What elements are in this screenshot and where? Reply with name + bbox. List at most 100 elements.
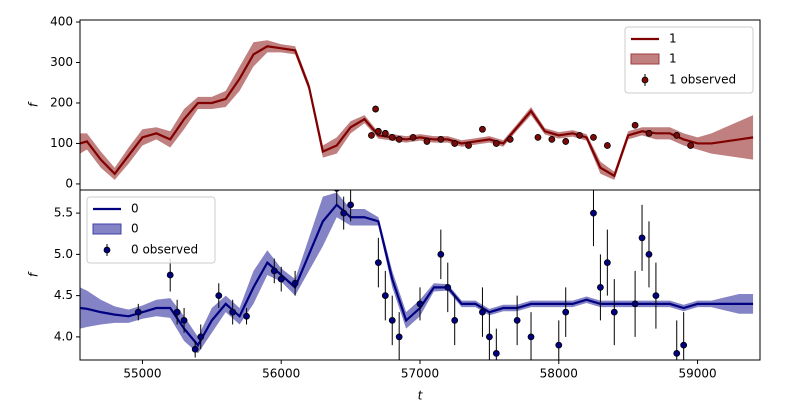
x-tick-label: 55000 [123, 367, 161, 381]
observed-point [548, 136, 556, 143]
legend-label: 0 observed [131, 243, 198, 257]
observed-point [374, 259, 382, 267]
observed-point [180, 316, 188, 324]
observed-point [513, 316, 521, 324]
observed-point [423, 138, 431, 145]
observed-point [388, 133, 396, 141]
observed-point [388, 316, 396, 324]
legend-box [624, 26, 754, 94]
observed-point [340, 209, 348, 217]
observed-point [437, 136, 445, 143]
legend-label: 1 [669, 52, 677, 66]
y-tick-label: 400 [50, 15, 73, 29]
legend: 0 0 0 observed [86, 196, 216, 264]
y-tick-label: 4.5 [54, 288, 73, 302]
observed-point [229, 308, 237, 316]
y-tick-label: 300 [50, 55, 73, 69]
observed-point [590, 209, 597, 217]
x-axis-label: t [418, 389, 424, 401]
observed-point [610, 308, 618, 316]
y-tick-label: 5.5 [54, 206, 73, 220]
observed-point [562, 308, 570, 316]
observed-point [576, 131, 583, 139]
y-tick-label: 4.0 [54, 329, 73, 343]
line [80, 203, 754, 348]
observed-point [409, 133, 417, 141]
y-axis-label: f [27, 271, 41, 277]
observed-point [603, 142, 611, 149]
observed-point [631, 121, 639, 129]
observed-point [437, 250, 445, 258]
x-tick-label: 56000 [262, 367, 300, 381]
x-tick-label: 57000 [401, 367, 439, 381]
plot-area [80, 40, 754, 180]
legend-box [86, 196, 216, 264]
observed-point [444, 283, 452, 291]
observed-point [645, 129, 653, 137]
legend-label: 0 [131, 202, 139, 216]
observed-point [374, 127, 382, 135]
observed-point [451, 316, 459, 324]
observed-point [381, 292, 389, 300]
x-tick-label: 58000 [540, 367, 578, 381]
legend-band-swatch [92, 223, 122, 235]
y-tick-label: 100 [50, 136, 73, 150]
observed-point [368, 131, 375, 139]
observed-point [197, 333, 205, 341]
y-axis-label: f [27, 101, 41, 107]
observed-point [555, 341, 563, 349]
observed-point [270, 267, 278, 275]
confidence-band [80, 40, 754, 180]
observed-point [680, 341, 688, 349]
observed-point [492, 140, 500, 147]
observed-point [166, 271, 174, 279]
observed-point [243, 312, 250, 320]
observed-point [277, 275, 285, 283]
observed-point [597, 283, 604, 291]
observed-point [527, 333, 535, 341]
observed-point [652, 292, 660, 300]
legend-label: 1 observed [669, 73, 736, 87]
observed-point [395, 136, 403, 143]
legend-point-swatch [641, 76, 649, 84]
observed-point [372, 105, 379, 113]
observed-point [191, 345, 199, 353]
legend-label: 0 [131, 222, 139, 236]
observed-point [534, 133, 542, 141]
observed-point [134, 308, 142, 316]
observed-point [603, 259, 611, 267]
observed-point [645, 250, 653, 258]
observed-point [638, 234, 646, 242]
observed-point [590, 133, 597, 141]
observed-point [673, 349, 681, 357]
observed-point [381, 129, 389, 137]
observed-point [291, 279, 299, 287]
observed-point [687, 142, 695, 149]
observed-point [465, 142, 472, 149]
x-tick-label: 59000 [678, 367, 716, 381]
observed-point [395, 333, 403, 341]
observed-point [416, 300, 424, 308]
observed-point [673, 131, 681, 139]
observed-point [451, 140, 459, 147]
legend: 1 1 1 observed [624, 26, 754, 94]
legend-label: 1 [669, 32, 677, 46]
legend-point-swatch [103, 246, 111, 254]
observed-point [215, 292, 223, 300]
observed-point [506, 136, 514, 143]
legend-band-swatch [630, 53, 660, 65]
observed-point [492, 349, 500, 357]
y-tick-label: 5.0 [54, 247, 73, 261]
observed-point [173, 308, 181, 316]
y-tick-label: 200 [50, 95, 73, 109]
observed-point [485, 333, 493, 341]
plot-area [80, 190, 754, 360]
y-tick-label: 0 [65, 176, 73, 190]
observed-point [562, 138, 570, 145]
observed-point [347, 201, 355, 209]
observed-point [479, 125, 486, 133]
observed-point [479, 308, 486, 316]
observed-point [631, 300, 639, 308]
